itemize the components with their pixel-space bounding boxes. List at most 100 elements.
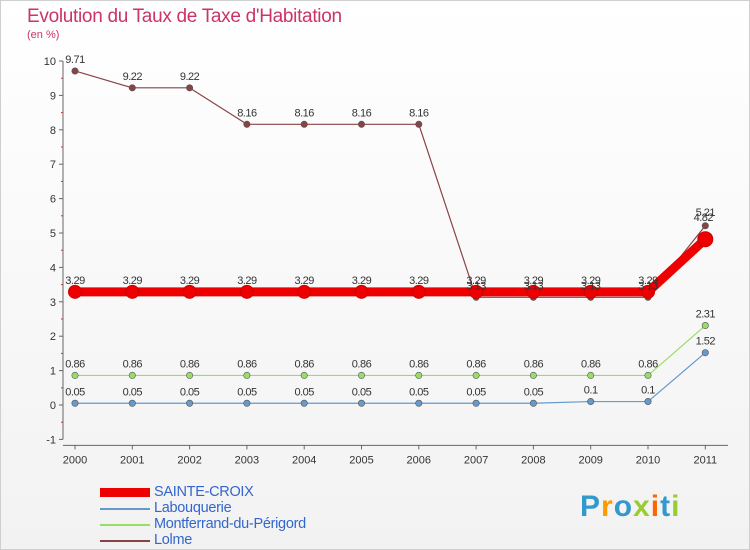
- data-label: 3.13: [581, 280, 601, 292]
- legend-label: SAINTE-CROIX: [154, 484, 254, 500]
- x-tick-label: 2000: [63, 454, 87, 466]
- y-tick-label: 8: [50, 125, 56, 137]
- data-point: [529, 399, 537, 407]
- legend-swatch: [100, 524, 150, 526]
- data-label: 8.16: [237, 107, 257, 119]
- logo-letter: o: [613, 490, 634, 523]
- legend-swatch: [100, 488, 150, 497]
- legend-label: Lolme: [154, 532, 192, 548]
- chart-subtitle: (en %): [27, 29, 60, 41]
- data-label: 0.86: [581, 358, 601, 370]
- data-label: 0.1: [584, 385, 598, 397]
- data-point: [472, 371, 480, 379]
- data-point: [526, 284, 541, 299]
- series-markers: [68, 67, 714, 407]
- data-label: 3.29: [123, 275, 143, 287]
- data-point: [644, 371, 652, 379]
- data-label: 9.22: [123, 71, 143, 83]
- data-point: [587, 371, 595, 379]
- data-point: [472, 399, 480, 407]
- data-point: [68, 284, 82, 299]
- data-label: 0.05: [180, 386, 200, 398]
- legend-label: Labouquerie: [154, 500, 232, 516]
- x-tick-label: 2002: [177, 454, 201, 466]
- data-label: 3.29: [638, 275, 658, 287]
- y-tick-label: 10: [44, 56, 56, 68]
- logo-letter: x: [633, 490, 651, 523]
- y-tick-label: 7: [50, 159, 56, 171]
- data-label: 0.86: [180, 358, 200, 370]
- x-tick-label: 2007: [464, 454, 488, 466]
- series-line-labouquerie: [74, 352, 706, 404]
- data-point: [415, 120, 423, 128]
- data-label: 0.1: [641, 385, 655, 397]
- logo-letter: i: [650, 490, 661, 523]
- data-point: [297, 284, 312, 299]
- data-label: 0.05: [524, 386, 544, 398]
- legend-label: Montferrand-du-Périgord: [154, 516, 306, 532]
- data-label: 0.05: [352, 386, 372, 398]
- data-label: 3.29: [524, 275, 544, 287]
- data-point: [697, 231, 714, 248]
- data-point: [357, 371, 365, 379]
- data-point: [300, 399, 308, 407]
- data-label: 3.29: [294, 275, 314, 287]
- data-label: 0.05: [409, 386, 429, 398]
- data-label: 0.05: [237, 386, 257, 398]
- proxiti-logo: Proxiti: [580, 490, 680, 524]
- legend-swatch: [100, 540, 150, 542]
- x-tick-label: 2010: [636, 454, 660, 466]
- x-tick-label: 2006: [407, 454, 431, 466]
- y-tick-label: 6: [50, 194, 56, 206]
- data-point: [128, 84, 136, 92]
- data-label: 3.29: [466, 275, 486, 287]
- y-tick-label: 2: [50, 331, 56, 343]
- data-point: [300, 371, 308, 379]
- data-point: [701, 322, 709, 330]
- data-point: [243, 120, 251, 128]
- data-label: 4.82: [694, 212, 714, 224]
- data-point: [357, 399, 365, 407]
- data-point: [641, 284, 655, 299]
- logo-letter: P: [580, 490, 602, 523]
- data-label: 8.16: [409, 107, 429, 119]
- data-point: [71, 399, 79, 407]
- data-label: 3.29: [237, 275, 257, 287]
- data-label: 0.05: [123, 386, 143, 398]
- data-label: 9.71: [65, 54, 85, 66]
- data-label: 8.16: [352, 107, 372, 119]
- data-point: [701, 222, 709, 230]
- data-label: 0.05: [65, 386, 85, 398]
- logo-letter: i: [671, 490, 681, 523]
- data-point: [415, 371, 423, 379]
- data-point: [354, 284, 369, 299]
- x-tick-label: 2005: [349, 454, 373, 466]
- data-label: 0.05: [294, 386, 314, 398]
- data-point: [587, 398, 595, 406]
- data-label: 0.86: [237, 358, 257, 370]
- data-label: 3.29: [180, 275, 200, 287]
- y-tick-label: 9: [50, 90, 56, 102]
- data-label: 3.13: [466, 280, 486, 292]
- y-tick-label: 0: [50, 400, 56, 412]
- y-tick-label: 4: [50, 262, 56, 274]
- y-tick-label: 5: [50, 228, 56, 240]
- data-label: 9.22: [180, 71, 200, 83]
- data-point: [469, 284, 484, 299]
- y-tick-label: -1: [46, 434, 56, 446]
- data-label: 3.13: [638, 280, 658, 292]
- data-point: [186, 371, 194, 379]
- data-point: [186, 84, 194, 92]
- data-label: 5.21: [696, 207, 716, 219]
- data-point: [71, 67, 79, 75]
- data-label: 0.86: [466, 358, 486, 370]
- legend-swatch: [100, 508, 150, 510]
- data-point: [415, 399, 423, 407]
- x-tick-label: 2004: [292, 454, 316, 466]
- data-point: [701, 349, 709, 357]
- x-tick-label: 2011: [693, 454, 717, 466]
- data-point: [128, 371, 136, 379]
- data-label: 0.86: [352, 358, 372, 370]
